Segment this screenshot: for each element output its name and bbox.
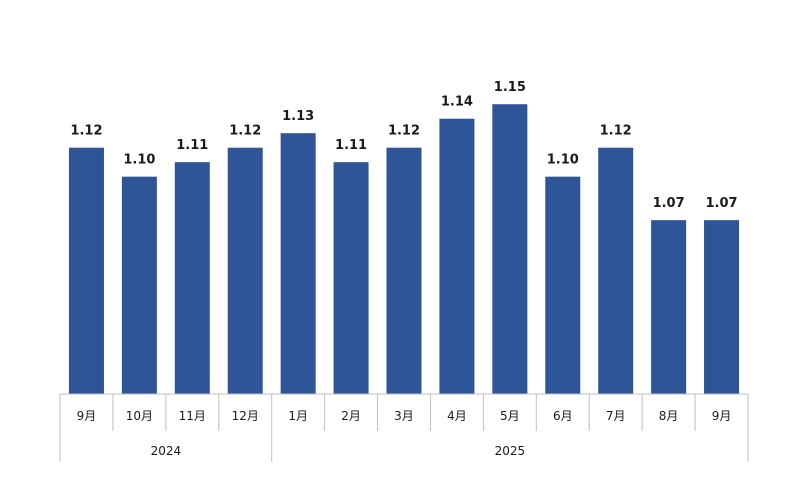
- value-label: 1.12: [388, 124, 420, 139]
- value-label: 1.11: [176, 138, 208, 153]
- value-label: 1.12: [600, 124, 632, 139]
- bar: [68, 147, 104, 394]
- category-label: 4月: [447, 409, 467, 423]
- category-label: 2月: [341, 409, 361, 423]
- value-label: 1.12: [70, 124, 102, 139]
- bar: [439, 118, 475, 394]
- category-label: 5月: [500, 409, 520, 423]
- value-label: 1.11: [335, 138, 367, 153]
- bar: [121, 176, 157, 394]
- category-label: 10月: [126, 409, 153, 423]
- value-label: 1.15: [494, 80, 526, 95]
- year-label: 2024: [151, 444, 182, 458]
- value-label: 1.07: [705, 196, 737, 211]
- category-label: 9月: [77, 409, 97, 423]
- bar: [227, 147, 263, 394]
- category-label: 3月: [394, 409, 414, 423]
- category-labels-group: 9月 10月 11月 12月 1月 2月 3月 4月 5月 6月 7月 8月 9月: [77, 409, 732, 423]
- year-labels-group: 2024 2025: [151, 444, 526, 458]
- value-label: 1.13: [282, 109, 314, 124]
- category-label: 11月: [179, 409, 206, 423]
- category-label: 1月: [288, 409, 308, 423]
- bars-group: [68, 104, 740, 394]
- bar: [386, 147, 422, 394]
- bar: [704, 220, 740, 394]
- category-label: 6月: [553, 409, 573, 423]
- value-label: 1.07: [653, 196, 685, 211]
- bar: [333, 162, 369, 394]
- x-axis-group: [59, 393, 749, 462]
- category-label: 7月: [606, 409, 626, 423]
- bar: [651, 220, 687, 394]
- category-label: 9月: [712, 409, 732, 423]
- category-label: 8月: [659, 409, 679, 423]
- value-label: 1.14: [441, 95, 473, 110]
- bar: [545, 176, 581, 394]
- value-label: 1.12: [229, 124, 261, 139]
- value-label: 1.10: [123, 153, 155, 168]
- year-label: 2025: [495, 444, 526, 458]
- value-label: 1.10: [547, 153, 579, 168]
- bar: [280, 133, 316, 394]
- bar: [598, 147, 634, 394]
- bar: [174, 162, 210, 394]
- value-labels-group: 1.12 1.10 1.11 1.12 1.13 1.11 1.12 1.14 1.15 1.10…: [70, 80, 737, 211]
- category-label: 12月: [232, 409, 259, 423]
- bar: [492, 104, 528, 394]
